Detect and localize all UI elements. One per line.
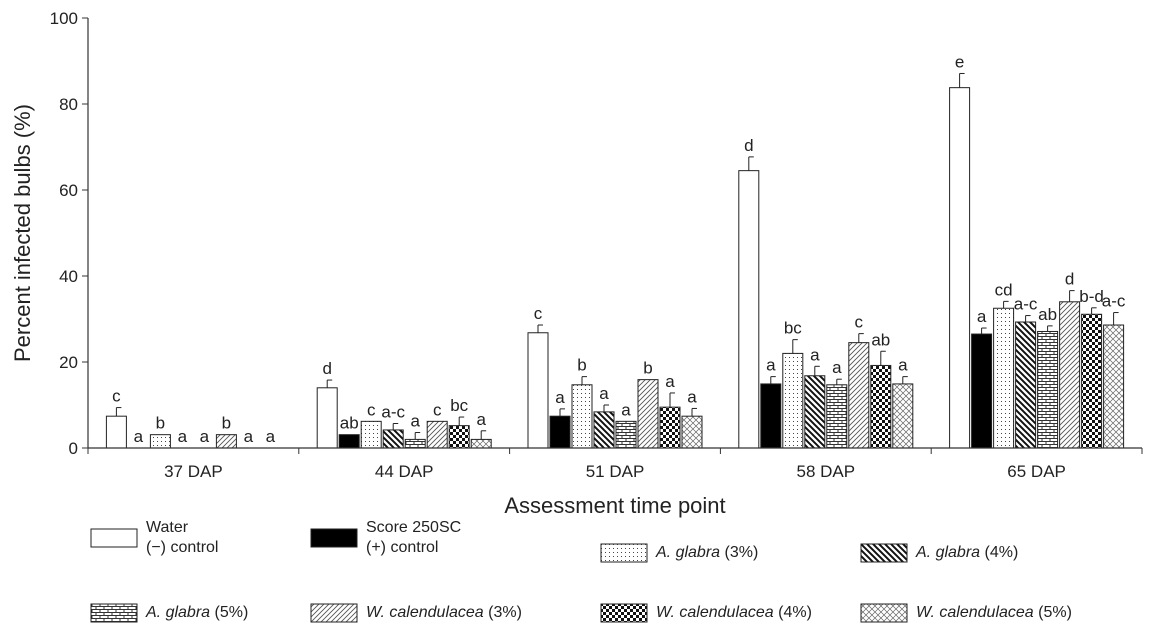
x-tick-label: 58 DAP: [797, 462, 856, 481]
x-axis-title: Assessment time point: [504, 493, 725, 518]
bar-diamond-1: [470, 438, 492, 449]
bar-slash-1: [426, 420, 448, 449]
significance-letter: e: [955, 52, 964, 71]
bar-white-1: [316, 387, 338, 449]
bar-checker-1: [448, 425, 470, 449]
significance-letter: a: [200, 427, 210, 446]
significance-letter: a: [687, 387, 697, 406]
axes-layer: 0 20 40 60 80 100 37 DAP 44 DAP 51 DAP 58 DAP 65 D…: [10, 9, 1143, 518]
significance-letter: a: [665, 372, 675, 391]
bar-brick-2: [615, 420, 637, 449]
bar-black-3: [760, 383, 782, 449]
bar-checker-3: [870, 364, 892, 449]
y-tick-label: 100: [50, 9, 78, 28]
bar-dots-2: [571, 384, 593, 449]
bar-slash-2: [637, 379, 659, 449]
significance-letter: d: [322, 359, 331, 378]
significance-letter: a: [555, 388, 565, 407]
significance-letter: a-c: [1102, 292, 1126, 311]
bar-checker-2: [659, 406, 681, 449]
y-axis-title: Percent infected bulbs (%): [10, 104, 35, 362]
significance-letter: bc: [784, 319, 802, 338]
x-tick-label: 51 DAP: [586, 462, 645, 481]
significance-letter: b: [222, 414, 231, 433]
significance-letter: cd: [995, 280, 1013, 299]
bar-dots-3: [782, 352, 804, 449]
significance-letter: a: [599, 384, 609, 403]
significance-letter: a: [810, 345, 820, 364]
bar-black-4: [971, 333, 993, 449]
significance-letter: ab: [340, 414, 359, 433]
significance-letter: a: [266, 427, 276, 446]
significance-letter: a: [476, 410, 486, 429]
bar-dots-0: [149, 434, 171, 449]
bars-layer: [105, 72, 1125, 449]
bar-backslash-1: [382, 429, 404, 449]
significance-letter: c: [112, 387, 121, 406]
bar-diamond-4: [1103, 324, 1125, 449]
significance-letter: ab: [871, 330, 890, 349]
bar-white-4: [949, 87, 971, 449]
bar-diamond-2: [681, 415, 703, 449]
significance-letter: a: [766, 356, 776, 375]
significance-letter: c: [855, 313, 864, 332]
significance-letter: a-c: [381, 402, 405, 421]
significance-letter: d: [1065, 270, 1074, 289]
significance-letter: ab: [1038, 305, 1057, 324]
significance-letter: a: [898, 356, 908, 375]
bar-backslash-3: [804, 375, 826, 449]
significance-letter: a: [178, 427, 188, 446]
x-tick-label: 37 DAP: [164, 462, 223, 481]
bar-brick-3: [826, 384, 848, 449]
bar-diamond-3: [892, 383, 914, 449]
x-tick-label: 44 DAP: [375, 462, 434, 481]
bar-black-2: [549, 415, 571, 449]
y-tick-label: 0: [69, 439, 78, 458]
bar-slash-3: [848, 342, 870, 449]
bar-slash-0: [215, 434, 237, 449]
x-tick-label: 65 DAP: [1007, 462, 1066, 481]
significance-letter: c: [433, 400, 442, 419]
significance-letter: a: [410, 412, 420, 431]
bar-black-1: [338, 434, 360, 449]
significance-letter: d: [744, 136, 753, 155]
significance-letter: a: [832, 358, 842, 377]
bar-white-2: [527, 332, 549, 449]
bar-brick-4: [1037, 330, 1059, 449]
bar-backslash-4: [1015, 321, 1037, 449]
significance-letter: b: [156, 414, 165, 433]
significance-letter: c: [534, 304, 543, 323]
significance-letter: c: [367, 400, 376, 419]
y-tick-label: 20: [59, 353, 78, 372]
bar-dots-4: [993, 307, 1015, 449]
significance-letter: b: [577, 356, 586, 375]
y-tick-label: 60: [59, 181, 78, 200]
significance-letter: a: [134, 427, 144, 446]
significance-letter: a-c: [1014, 295, 1038, 314]
bar-white-0: [105, 415, 127, 449]
significance-letter: a: [977, 307, 987, 326]
bar-white-3: [738, 170, 760, 449]
bar-brick-1: [404, 438, 426, 449]
bar-checker-4: [1081, 313, 1103, 449]
bar-backslash-2: [593, 411, 615, 449]
significance-letter: b-d: [1079, 287, 1104, 306]
significance-letter: a: [244, 427, 254, 446]
significance-letter: b: [643, 359, 652, 378]
significance-letter: a: [621, 400, 631, 419]
bar-dots-1: [360, 420, 382, 449]
y-tick-label: 80: [59, 95, 78, 114]
significance-letter: bc: [450, 396, 468, 415]
bar-slash-4: [1059, 301, 1081, 449]
y-tick-label: 40: [59, 267, 78, 286]
